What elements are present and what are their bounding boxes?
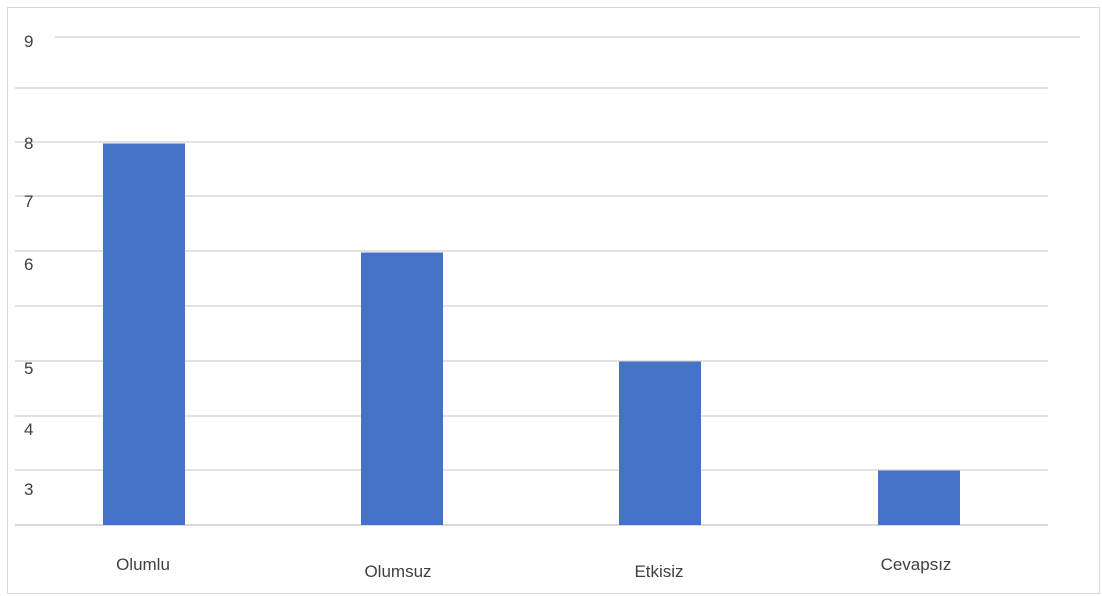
y-tick-label: 8	[24, 134, 33, 153]
x-category-label: Etkisiz	[634, 562, 683, 581]
y-tick-label: 6	[24, 255, 33, 274]
bar-etkisiz	[619, 361, 701, 525]
y-tick-label: 4	[24, 420, 33, 439]
y-axis-tick-labels: 9 8 7 6 5 4 3	[24, 32, 33, 499]
x-category-label: Cevapsız	[881, 555, 952, 574]
x-category-label: Olumsuz	[364, 562, 431, 581]
x-category-label: Olumlu	[116, 555, 170, 574]
bar-olumsuz	[361, 252, 443, 525]
bar-cevapsız	[878, 470, 960, 525]
y-tick-label: 7	[24, 192, 33, 211]
gridlines	[15, 36, 1080, 526]
y-tick-label: 3	[24, 480, 33, 499]
bar-olumlu	[103, 143, 185, 525]
bars	[103, 143, 960, 525]
y-tick-label: 5	[24, 359, 33, 378]
x-axis-category-labels: Olumlu Olumsuz Etkisiz Cevapsız	[116, 555, 951, 581]
y-tick-label: 9	[24, 32, 33, 51]
